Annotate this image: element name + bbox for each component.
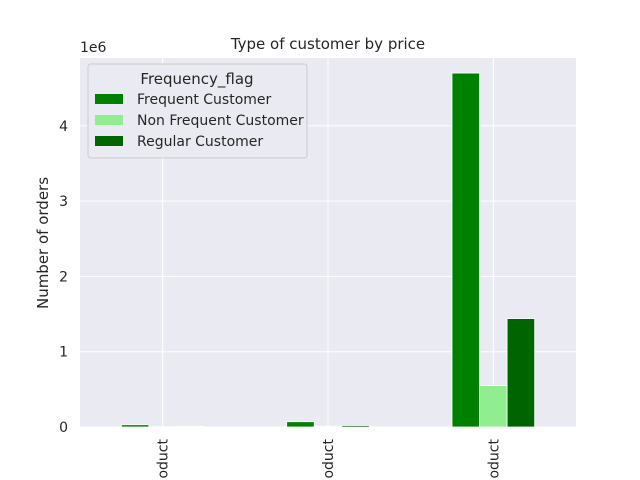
- y-offset-label: 1e6: [80, 40, 107, 56]
- legend-label: Regular Customer: [137, 134, 263, 150]
- y-tick-label: 2: [59, 269, 68, 285]
- bar-non-frequent-customer: [479, 385, 508, 428]
- legend-box: [87, 63, 308, 159]
- legend-title: Frequency_flag: [140, 70, 253, 89]
- y-axis-label: Number of orders: [34, 177, 52, 309]
- bar-regular-customer: [176, 425, 205, 428]
- chart-title: Type of customer by price: [230, 35, 425, 53]
- bar-frequent-customer: [451, 72, 480, 428]
- legend-swatch: [95, 136, 123, 146]
- y-tick-label: 1: [59, 345, 68, 361]
- legend-label: Non Frequent Customer: [137, 113, 304, 129]
- bar-regular-customer: [341, 425, 370, 428]
- x-tick-label: oduct: [486, 438, 502, 478]
- bar-non-frequent-customer: [313, 425, 343, 428]
- legend-swatch: [95, 94, 123, 104]
- legend-label: Frequent Customer: [137, 92, 272, 108]
- bar-frequent-customer: [286, 421, 315, 428]
- bar-frequent-customer: [120, 424, 150, 428]
- x-tick-label: oduct: [321, 438, 337, 478]
- legend-swatch: [95, 115, 123, 125]
- y-tick-label: 0: [59, 420, 68, 436]
- y-tick-label: 4: [59, 119, 68, 135]
- y-tick-label: 3: [59, 194, 68, 210]
- legend: Frequency_flag Frequent Customer Non Freq…: [87, 63, 308, 159]
- x-tick-label: oduct: [156, 438, 172, 478]
- bar-regular-customer: [506, 318, 536, 428]
